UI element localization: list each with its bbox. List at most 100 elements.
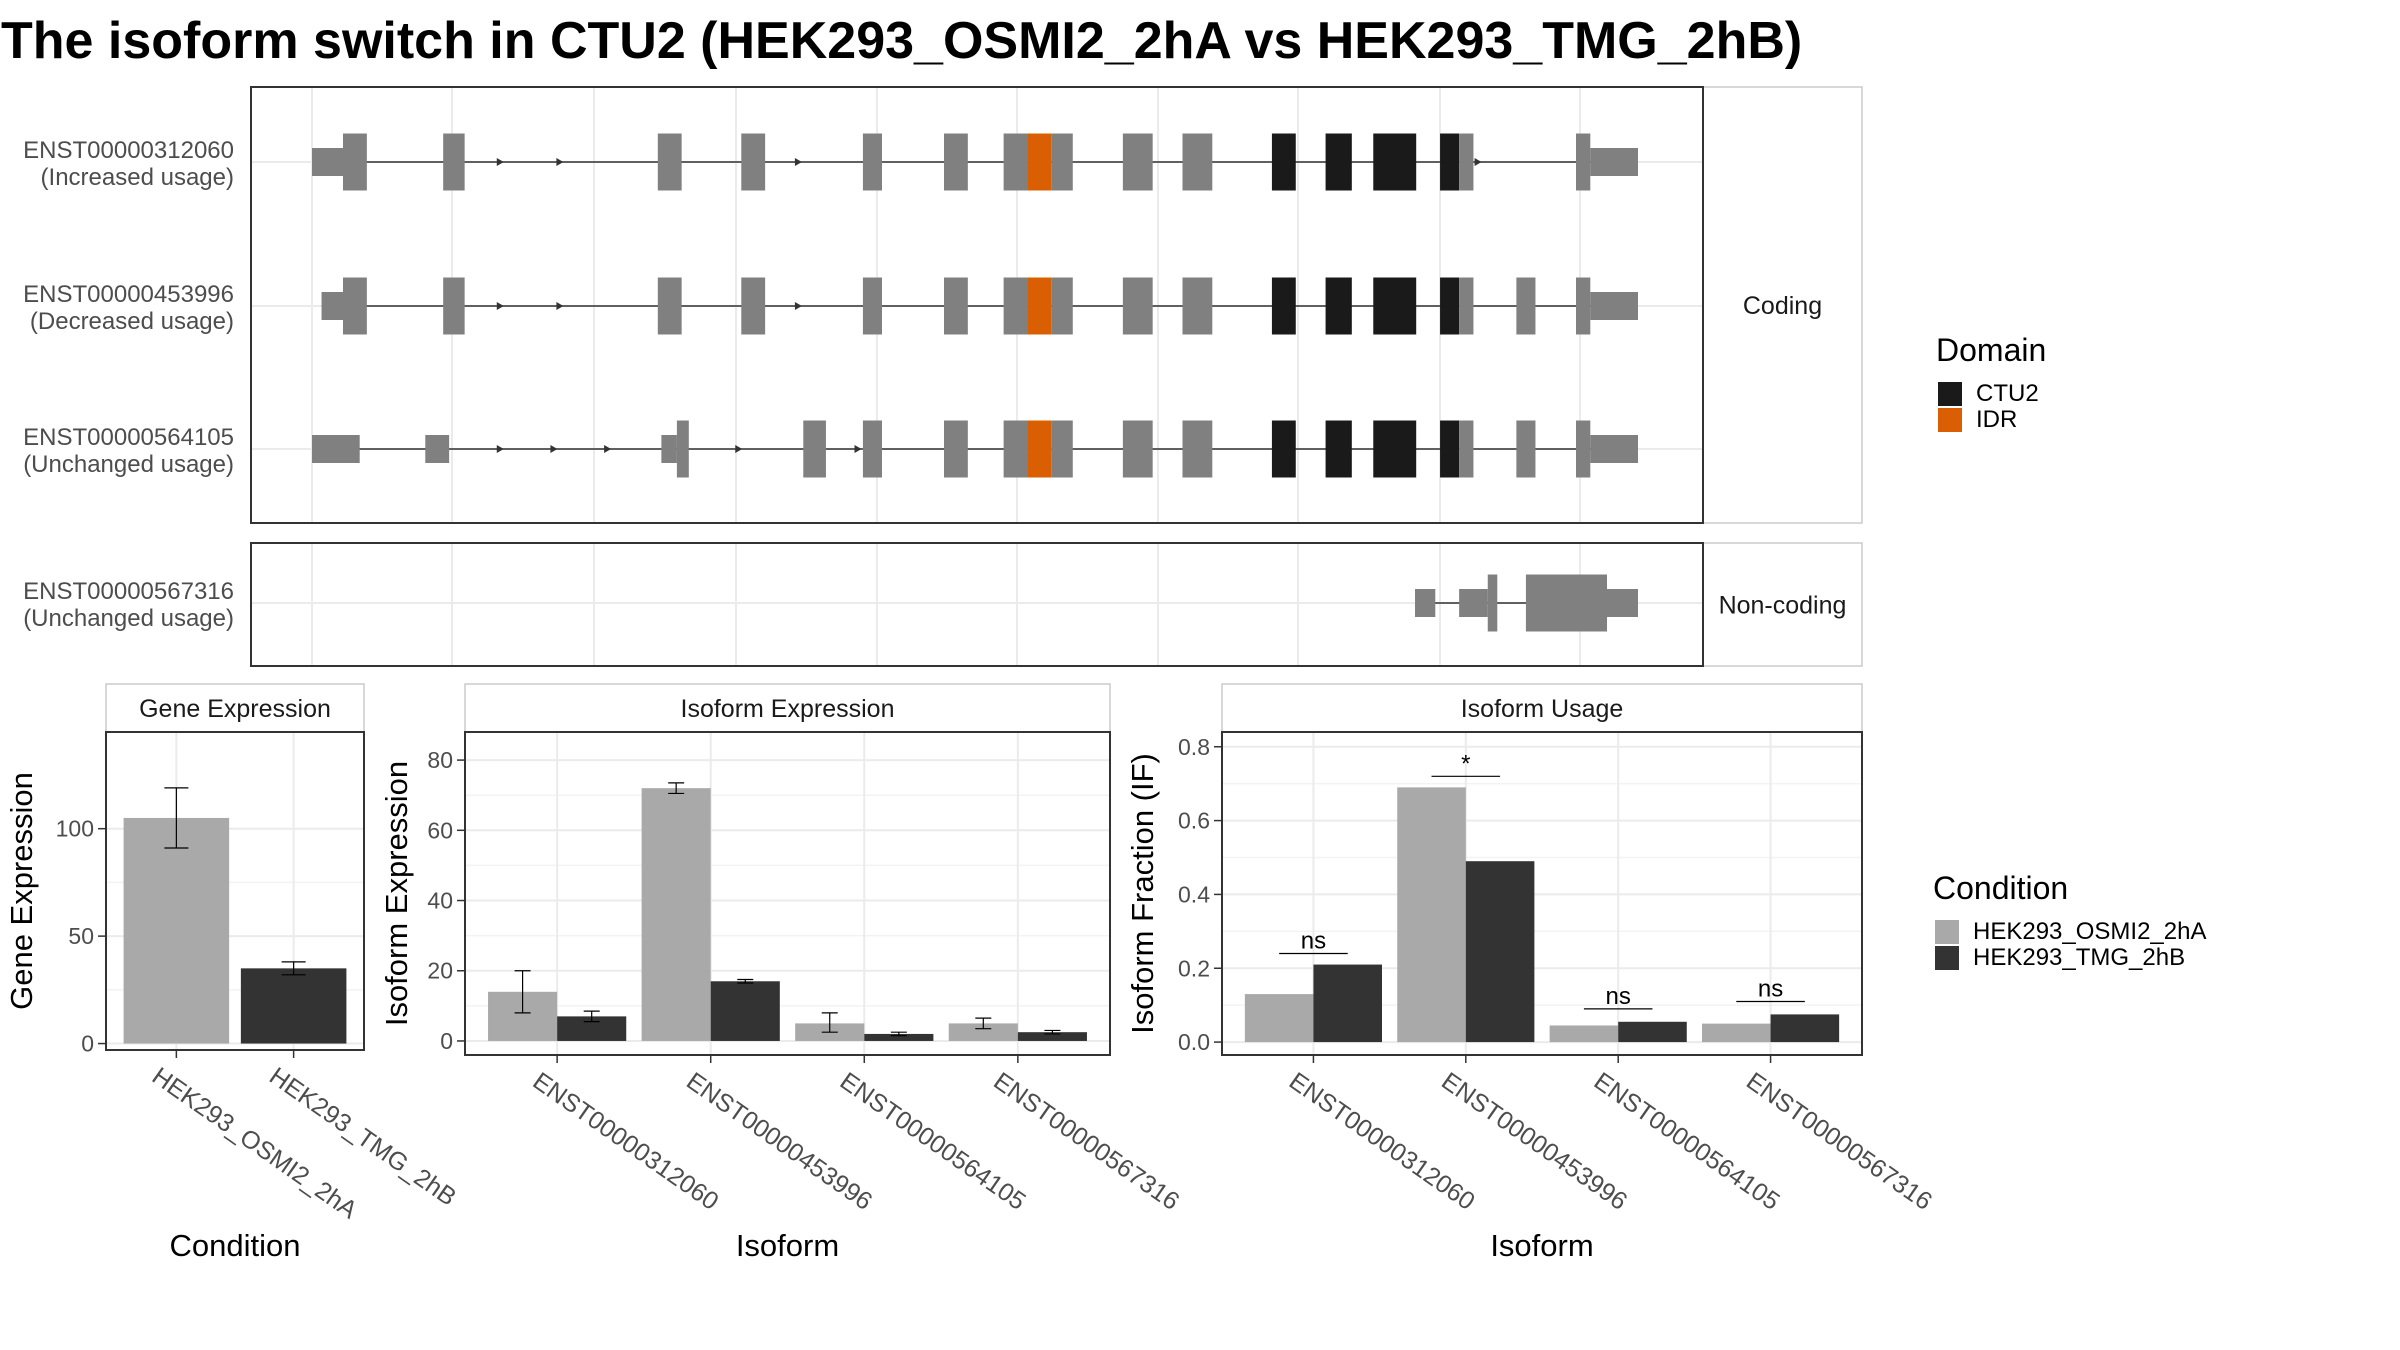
exon-idr (1027, 277, 1052, 335)
y-tick-label: 0.2 (1178, 955, 1210, 981)
y-tick-label: 0.8 (1178, 734, 1210, 760)
significance-label: ns (1606, 983, 1631, 1010)
facet-strip (1702, 542, 1863, 667)
condition-legend-title: Condition (1933, 870, 2068, 906)
facet-label: Coding (1743, 292, 1822, 320)
bar (864, 1033, 934, 1041)
y-tick-label: 60 (427, 817, 453, 843)
condition-legend-key (1935, 920, 1959, 944)
strand-arrow (794, 158, 802, 166)
exon-cds (1003, 277, 1028, 335)
panel-frame (464, 731, 1111, 1056)
exon-cds (1122, 277, 1153, 335)
isoform-expression-panel: Isoform Expression020406080ENST000003120… (379, 683, 1184, 1263)
y-tick-label: 40 (427, 888, 453, 914)
panel-strip (105, 683, 365, 733)
exon-cds (1516, 277, 1536, 335)
exon-ctu2 (1325, 277, 1352, 335)
exon-cds (1459, 420, 1474, 478)
exon-cds (1003, 420, 1028, 478)
x-tick-label: HEK293_TMG_2hB (264, 1062, 461, 1212)
exon-cds (741, 277, 766, 335)
significance-label: * (1461, 750, 1470, 777)
exon-ctu2 (1325, 133, 1352, 191)
panel-title: Isoform Usage (1461, 695, 1624, 723)
exon-nc_tall (1525, 574, 1607, 632)
exon-ctu2 (1440, 277, 1460, 335)
exon-ctu2 (1440, 420, 1460, 478)
exon-cds (676, 420, 689, 478)
exon-ctu2 (1271, 420, 1296, 478)
bar (1017, 1032, 1087, 1041)
significance-label: ns (1758, 975, 1783, 1002)
exon-cds (1516, 420, 1536, 478)
exon-idr (1027, 133, 1052, 191)
isoform-row: ENST00000453996(Decreased usage) (23, 277, 1638, 335)
exon-cds (741, 133, 766, 191)
isoform-id-label: ENST00000312060 (23, 137, 234, 164)
strand-arrow (496, 445, 504, 453)
exon-ctu2 (1373, 420, 1417, 478)
y-tick-label: 0 (440, 1028, 453, 1054)
bar (1549, 1025, 1619, 1043)
bar (948, 1023, 1018, 1041)
domain-legend-label: CTU2 (1976, 380, 2039, 407)
exon-cds (1051, 277, 1073, 335)
exon-ctu2 (1373, 277, 1417, 335)
y-tick-label: 50 (68, 923, 94, 949)
exon-nc_small (1459, 589, 1488, 617)
strand-arrow (1474, 158, 1482, 166)
panel-background (465, 732, 1110, 1055)
condition-legend-label: HEK293_OSMI2_2hA (1973, 918, 2206, 945)
exon-cds (1122, 133, 1153, 191)
exon-cds (943, 420, 968, 478)
exon-utr (321, 292, 344, 320)
exon-cds (1122, 420, 1153, 478)
bar (1313, 964, 1382, 1043)
exon-ctu2 (1440, 133, 1460, 191)
y-axis-title: Isoform Expression (379, 761, 414, 1026)
exon-cds (1182, 420, 1213, 478)
bar (240, 968, 347, 1044)
exon-cds (1575, 277, 1591, 335)
exon-cds (1003, 133, 1028, 191)
y-tick-label: 0.0 (1178, 1029, 1210, 1055)
exon-cds (1575, 133, 1591, 191)
exon-idr (1027, 420, 1052, 478)
y-axis-title: Isoform Fraction (IF) (1125, 753, 1160, 1034)
exon-cds (1182, 133, 1213, 191)
exon-cds (862, 133, 882, 191)
facet-frame (250, 542, 1704, 667)
bar (710, 981, 780, 1041)
bar (1770, 1014, 1840, 1043)
y-tick-label: 0.4 (1178, 881, 1210, 907)
y-tick-label: 0 (81, 1031, 94, 1057)
facet-frame (250, 86, 1704, 524)
exon-cds (1051, 133, 1073, 191)
strand-arrow (496, 158, 504, 166)
bar (123, 817, 230, 1044)
isoform-usage-label: (Decreased usage) (30, 308, 234, 335)
exon-cds (1051, 420, 1073, 478)
facet-label: Non-coding (1719, 592, 1847, 620)
isoform-id-label: ENST00000453996 (23, 281, 234, 308)
panel-strip (1221, 683, 1863, 733)
exon-cds (1459, 277, 1474, 335)
isoform-usage-label: (Unchanged usage) (23, 451, 234, 478)
exon-cds (657, 133, 682, 191)
significance-label: ns (1301, 927, 1326, 954)
exon-nc_tall (1487, 574, 1498, 632)
y-tick-label: 80 (427, 747, 453, 773)
exon-cds (443, 133, 465, 191)
bar (1244, 994, 1314, 1043)
isoform-usage-panel: Isoform Usage0.00.20.40.60.8ENST00000312… (1125, 683, 1937, 1263)
x-tick-label: HEK293_OSMI2_2hA (147, 1062, 363, 1225)
exon-cds (443, 277, 465, 335)
exon-cds (343, 277, 367, 335)
isoform-id-label: ENST00000567316 (23, 578, 234, 605)
exon-ctu2 (1325, 420, 1352, 478)
domain-legend-key (1938, 382, 1962, 406)
